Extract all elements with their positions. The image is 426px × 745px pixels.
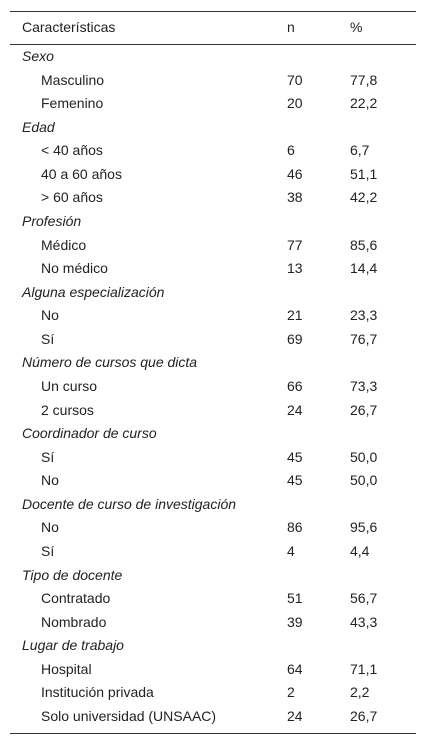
row-percent: 26,7 (350, 707, 378, 724)
row-label: < 40 años (41, 142, 103, 159)
row-n: 66 (287, 377, 303, 394)
row-percent: 26,7 (350, 401, 378, 418)
row-n: 21 (287, 307, 303, 324)
group-title: Edad (22, 118, 55, 135)
header-characteristics: Características (22, 19, 116, 35)
row-n: 38 (287, 189, 303, 206)
row-label: No médico (41, 260, 108, 277)
row-n: 20 (287, 95, 303, 112)
row-percent: 2,2 (350, 684, 370, 701)
row-n: 70 (287, 71, 303, 88)
group-title: Coordinador de curso (22, 425, 157, 442)
row-label: Contratado (41, 590, 111, 607)
row-n: 64 (287, 660, 303, 677)
row-label: Masculino (41, 71, 105, 88)
bottom-rule (10, 733, 416, 734)
row-percent: 50,0 (350, 472, 378, 489)
row-label: 2 cursos (41, 401, 94, 418)
row-label: Un curso (41, 377, 98, 394)
row-percent: 4,4 (350, 542, 370, 559)
group-title: Profesión (22, 212, 82, 229)
row-percent: 50,0 (350, 448, 378, 465)
row-percent: 51,1 (350, 165, 378, 182)
row-percent: 23,3 (350, 307, 378, 324)
row-n: 6 (287, 142, 295, 159)
row-label: No (41, 519, 59, 536)
row-n: 45 (287, 448, 303, 465)
row-label: 40 a 60 años (41, 165, 122, 182)
row-n: 77 (287, 236, 303, 253)
row-percent: 43,3 (350, 613, 378, 630)
row-n: 2 (287, 684, 295, 701)
row-percent: 95,6 (350, 519, 378, 536)
row-label: No (41, 307, 59, 324)
header-n: n (287, 19, 295, 35)
row-percent: 85,6 (350, 236, 378, 253)
row-percent: 22,2 (350, 95, 378, 112)
row-label: Institución privada (41, 684, 154, 701)
group-title: Alguna especialización (22, 283, 165, 300)
group-title: Número de cursos que dicta (22, 354, 198, 371)
row-percent: 77,8 (350, 71, 378, 88)
row-label: Femenino (41, 95, 104, 112)
row-percent: 56,7 (350, 590, 378, 607)
row-n: 24 (287, 401, 303, 418)
row-label: > 60 años (41, 189, 103, 206)
row-label: Sí (41, 542, 55, 559)
row-percent: 42,2 (350, 189, 378, 206)
row-n: 13 (287, 260, 303, 277)
row-n: 51 (287, 590, 303, 607)
row-n: 69 (287, 330, 303, 347)
header-percent: % (350, 19, 363, 35)
row-percent: 76,7 (350, 330, 378, 347)
row-n: 39 (287, 613, 303, 630)
row-label: No (41, 472, 59, 489)
group-title: Sexo (22, 48, 54, 64)
row-n: 24 (287, 707, 303, 724)
row-n: 4 (287, 542, 295, 559)
row-percent: 71,1 (350, 660, 378, 677)
row-label: Solo universidad (UNSAAC) (41, 707, 217, 724)
group-title: Docente de curso de investigación (22, 495, 237, 512)
group-title: Tipo de docente (22, 566, 123, 583)
row-n: 45 (287, 472, 303, 489)
row-label: Sí (41, 330, 55, 347)
row-label: Médico (41, 236, 87, 253)
row-label: Nombrado (41, 613, 107, 630)
row-n: 46 (287, 165, 303, 182)
row-percent: 6,7 (350, 142, 370, 159)
row-n: 86 (287, 519, 303, 536)
top-rule (10, 11, 416, 12)
row-label: Sí (41, 448, 55, 465)
header-rule (10, 44, 416, 45)
row-percent: 73,3 (350, 377, 378, 394)
group-title: Lugar de trabajo (22, 637, 124, 654)
row-percent: 14,4 (350, 260, 378, 277)
row-label: Hospital (41, 660, 92, 677)
